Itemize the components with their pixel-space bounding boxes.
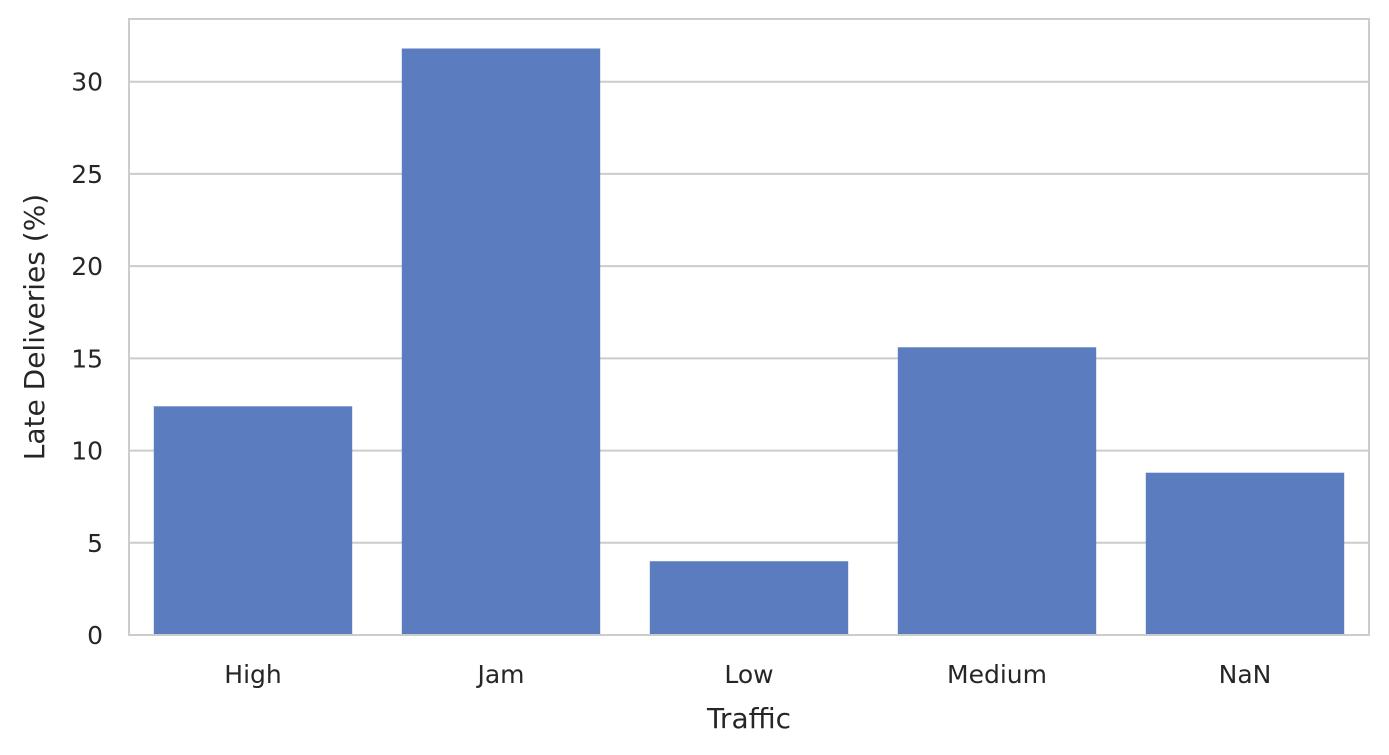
x-axis-label: Traffic: [706, 702, 791, 735]
x-tick-label: Low: [724, 660, 773, 689]
y-tick-labels: 0 5 10 15 20 25 30: [71, 68, 103, 650]
y-tick-label: 10: [71, 437, 103, 466]
bar-nan: [1145, 472, 1345, 635]
y-tick-label: 5: [87, 529, 103, 558]
y-axis-label: Late Deliveries (%): [18, 194, 51, 460]
bar-jam: [401, 48, 601, 636]
x-tick-label: NaN: [1219, 660, 1272, 689]
x-tick-label: Medium: [947, 660, 1047, 689]
bar-high: [153, 406, 353, 635]
x-tick-label: Jam: [475, 660, 524, 689]
y-tick-label: 15: [71, 344, 103, 373]
plot-frame: [128, 18, 1370, 636]
y-tick-label: 0: [87, 621, 103, 650]
bars: [153, 48, 1345, 636]
y-tick-label: 25: [71, 160, 103, 189]
bar-medium: [897, 347, 1097, 635]
x-tick-label: High: [224, 660, 281, 689]
x-tick-labels: High Jam Low Medium NaN: [224, 660, 1271, 689]
y-tick-label: 20: [71, 252, 103, 281]
bar-low: [649, 561, 849, 635]
y-tick-label: 30: [71, 68, 103, 97]
